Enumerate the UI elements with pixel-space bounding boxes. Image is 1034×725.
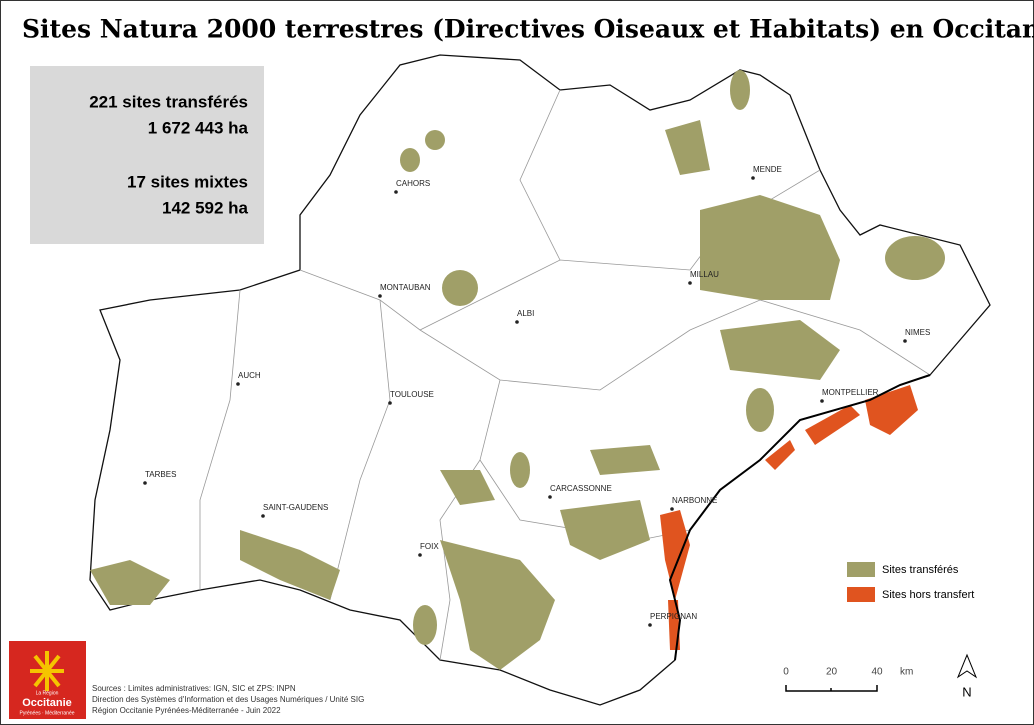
city-dot bbox=[670, 507, 674, 511]
department-borders bbox=[199, 89, 931, 661]
logo-text: Occitanie bbox=[22, 697, 72, 709]
source-line: Direction des Systèmes d'Information et … bbox=[92, 695, 364, 704]
city-label: NARBONNE bbox=[672, 496, 717, 505]
city-dot bbox=[688, 281, 692, 285]
north-arrow bbox=[956, 653, 978, 679]
legend-label: Sites hors transfert bbox=[882, 589, 974, 601]
legend-swatch bbox=[847, 562, 875, 577]
source-line: Sources : Limites administratives: IGN, … bbox=[92, 684, 296, 693]
city-label: SAINT-GAUDENS bbox=[263, 503, 328, 512]
stats-line: 17 sites mixtes bbox=[127, 172, 248, 191]
stats: 221 sites transférés 1 672 443 ha 17 sit… bbox=[89, 92, 248, 217]
logo-text: Pyrénées · Méditerranée bbox=[19, 710, 74, 716]
city-dot bbox=[378, 294, 382, 298]
legend-swatch bbox=[847, 587, 875, 602]
city-dot bbox=[648, 623, 652, 627]
city-dot bbox=[261, 514, 265, 518]
scale-label: 40 bbox=[871, 667, 883, 678]
city-dot bbox=[751, 176, 755, 180]
city-dot bbox=[388, 401, 392, 405]
city-dot bbox=[515, 320, 519, 324]
city-label: CARCASSONNE bbox=[550, 484, 612, 493]
scale-bar: 0 20 40 km bbox=[783, 667, 913, 692]
sites-transferes bbox=[90, 70, 945, 670]
city-label: TOULOUSE bbox=[390, 390, 434, 399]
city-dot bbox=[548, 495, 552, 499]
city-label: MENDE bbox=[753, 165, 782, 174]
stats-line: 142 592 ha bbox=[162, 198, 249, 217]
city-label: AUCH bbox=[238, 371, 261, 380]
cities: CAHORS MENDE MILLAU MONTAUBAN ALBI NIMES AUCH T… bbox=[143, 165, 930, 627]
stats-line: 221 sites transférés bbox=[89, 92, 248, 111]
city-dot bbox=[903, 339, 907, 343]
scale-label: 20 bbox=[826, 667, 838, 678]
source-line: Région Occitanie Pyrénées-Méditerranée -… bbox=[92, 706, 281, 715]
city-label: FOIX bbox=[420, 542, 439, 551]
city-dot bbox=[143, 481, 147, 485]
legend-label: Sites transférés bbox=[882, 564, 959, 576]
sources: Sources : Limites administratives: IGN, … bbox=[92, 684, 364, 715]
city-dot bbox=[820, 399, 824, 403]
stats-line: 1 672 443 ha bbox=[148, 118, 249, 137]
city-dot bbox=[394, 190, 398, 194]
city-label: TARBES bbox=[145, 470, 176, 479]
coastline bbox=[668, 374, 931, 661]
city-label: MILLAU bbox=[690, 270, 719, 279]
scale-line bbox=[785, 685, 878, 692]
logo-cross bbox=[30, 651, 64, 691]
city-label: MONTPELLIER bbox=[822, 388, 879, 397]
stats-box bbox=[30, 66, 264, 244]
city-label: MONTAUBAN bbox=[380, 283, 431, 292]
north-label: N bbox=[962, 684, 971, 699]
city-label: NIMES bbox=[905, 328, 930, 337]
logo-text: La Région bbox=[36, 690, 59, 696]
title: Sites Natura 2000 terrestres (Directives… bbox=[22, 15, 1034, 44]
legend: Sites transférés Sites hors transfert bbox=[847, 562, 974, 602]
city-dot bbox=[236, 382, 240, 386]
city-label: ALBI bbox=[517, 309, 534, 318]
city-label: PERPIGNAN bbox=[650, 612, 697, 621]
city-label: CAHORS bbox=[396, 179, 430, 188]
city-dot bbox=[418, 553, 422, 557]
scale-unit: km bbox=[900, 667, 913, 678]
scale-label: 0 bbox=[783, 667, 789, 678]
